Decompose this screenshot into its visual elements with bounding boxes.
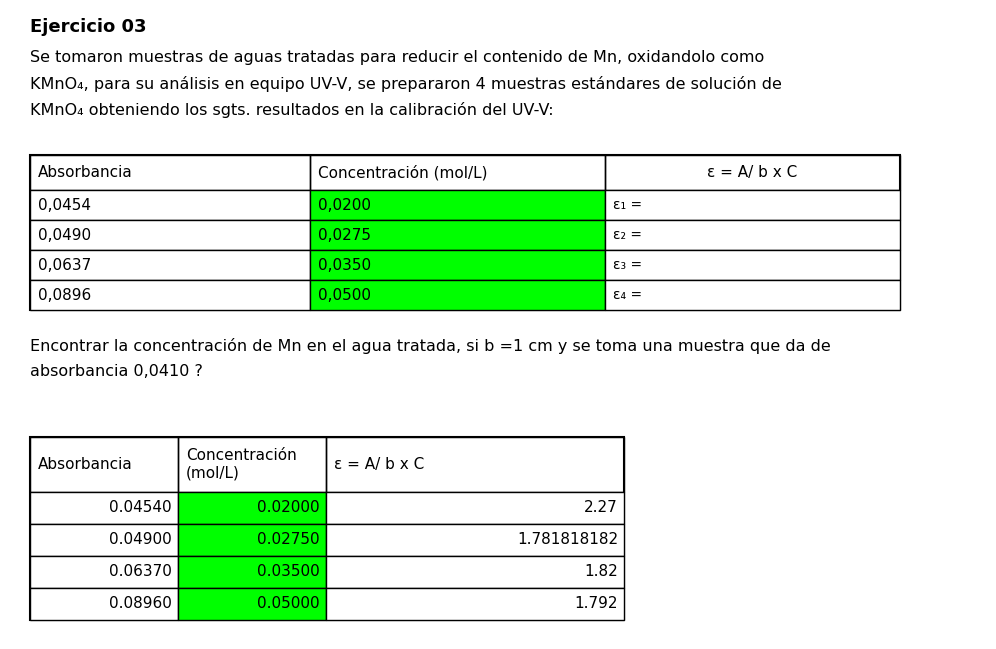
Text: 1.82: 1.82 <box>585 565 618 580</box>
Text: Concentración
(mol/L): Concentración (mol/L) <box>186 448 297 481</box>
Bar <box>30 588 178 620</box>
Bar <box>605 190 900 220</box>
Bar <box>30 190 310 220</box>
Bar <box>178 556 326 588</box>
Bar <box>30 524 178 556</box>
Text: Absorbancia: Absorbancia <box>38 457 132 472</box>
Text: KMnO₄, para su análisis en equipo UV-V, se prepararon 4 muestras estándares de s: KMnO₄, para su análisis en equipo UV-V, … <box>30 76 782 92</box>
Text: 0,0490: 0,0490 <box>38 228 91 243</box>
Text: 0,0454: 0,0454 <box>38 197 91 212</box>
Bar <box>326 588 624 620</box>
Bar <box>30 250 310 280</box>
Text: ε₄ =: ε₄ = <box>613 288 642 302</box>
Bar <box>30 437 624 620</box>
Text: 0.03500: 0.03500 <box>257 565 320 580</box>
Bar <box>310 190 605 220</box>
Bar <box>30 492 178 524</box>
Text: ε₃ =: ε₃ = <box>613 258 642 272</box>
Bar <box>605 250 900 280</box>
Text: 0.06370: 0.06370 <box>110 565 172 580</box>
Bar <box>30 280 310 310</box>
Text: 2.27: 2.27 <box>585 500 618 515</box>
Text: 0,0500: 0,0500 <box>318 288 371 302</box>
Bar <box>178 588 326 620</box>
Bar <box>326 524 624 556</box>
Text: 1.781818182: 1.781818182 <box>517 532 618 548</box>
Text: ε = A/ b x C: ε = A/ b x C <box>334 457 424 472</box>
Bar <box>605 155 900 190</box>
Bar <box>326 437 624 492</box>
Text: 0.02000: 0.02000 <box>257 500 320 515</box>
Text: ε₁ =: ε₁ = <box>613 198 642 212</box>
Bar <box>310 280 605 310</box>
Bar <box>178 492 326 524</box>
Bar <box>605 280 900 310</box>
Bar <box>326 556 624 588</box>
Text: Absorbancia: Absorbancia <box>38 165 132 180</box>
Text: ε = A/ b x C: ε = A/ b x C <box>707 165 798 180</box>
Bar <box>310 250 605 280</box>
Bar <box>30 220 310 250</box>
Text: Se tomaron muestras de aguas tratadas para reducir el contenido de Mn, oxidandol: Se tomaron muestras de aguas tratadas pa… <box>30 50 764 65</box>
Bar <box>605 220 900 250</box>
Text: 0,0637: 0,0637 <box>38 258 92 273</box>
Text: 0,0200: 0,0200 <box>318 197 371 212</box>
Text: KMnO₄ obteniendo los sgts. resultados en la calibración del UV-V:: KMnO₄ obteniendo los sgts. resultados en… <box>30 102 554 118</box>
Text: 0.04540: 0.04540 <box>110 500 172 515</box>
Text: 0.02750: 0.02750 <box>257 532 320 548</box>
Bar <box>310 155 605 190</box>
Text: 0.04900: 0.04900 <box>110 532 172 548</box>
Text: 0.05000: 0.05000 <box>257 596 320 611</box>
Bar <box>178 524 326 556</box>
Text: 0.08960: 0.08960 <box>110 596 172 611</box>
Bar <box>30 556 178 588</box>
Text: 0,0275: 0,0275 <box>318 228 371 243</box>
Bar <box>30 155 310 190</box>
Text: Ejercicio 03: Ejercicio 03 <box>30 18 146 36</box>
Text: 0,0350: 0,0350 <box>318 258 372 273</box>
Text: 1.792: 1.792 <box>575 596 618 611</box>
Text: Encontrar la concentración de Mn en el agua tratada, si b =1 cm y se toma una mu: Encontrar la concentración de Mn en el a… <box>30 338 831 354</box>
Text: 0,0896: 0,0896 <box>38 288 92 302</box>
Text: Concentración (mol/L): Concentración (mol/L) <box>318 165 487 180</box>
Bar <box>30 437 178 492</box>
Text: ε₂ =: ε₂ = <box>613 228 642 242</box>
Bar <box>326 492 624 524</box>
Bar <box>30 155 900 310</box>
Bar <box>178 437 326 492</box>
Bar <box>310 220 605 250</box>
Text: absorbancia 0,0410 ?: absorbancia 0,0410 ? <box>30 364 203 379</box>
